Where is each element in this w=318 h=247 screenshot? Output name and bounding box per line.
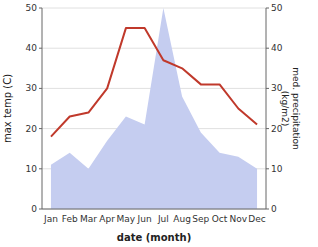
y-tick [39, 8, 42, 9]
y-tick-label: 50 [26, 3, 38, 13]
y2-tick [266, 88, 269, 89]
x-tick-label: Feb [62, 214, 78, 224]
y-tick-label: 20 [26, 124, 38, 134]
x-tick-label: Jul [157, 214, 169, 224]
x-tick-label: Oct [212, 214, 228, 224]
y2-axis-title-line: (kg/m2) [280, 91, 290, 126]
x-tick-label: Apr [99, 214, 115, 224]
y-tick-label: 0 [31, 204, 37, 214]
chart: Jan FebMarAprMayJun Jul AugSepOctNovDec 0 10 2… [0, 0, 318, 247]
x-axis-line [42, 209, 266, 210]
y2-tick [266, 48, 269, 49]
x-tick-label: Sep [192, 214, 209, 224]
y2-tick-label: 40 [271, 43, 283, 53]
grid [42, 8, 266, 209]
x-tick-label: Nov [230, 214, 248, 224]
y-tick [39, 168, 42, 169]
x-tick-label: May [117, 214, 136, 224]
x-tick-label: Mar [80, 214, 97, 224]
y2-tick-label: 0 [271, 204, 277, 214]
x-tick-label: Jan [43, 214, 58, 224]
axes: Jan FebMarAprMayJun Jul AugSepOctNovDec 0 10 2… [26, 3, 283, 224]
grid-line [42, 209, 266, 210]
grid-line [42, 8, 266, 9]
x-tick-label: Dec [248, 214, 265, 224]
x-tick-label: Jun [137, 214, 152, 224]
area [51, 8, 257, 209]
y-tick [39, 88, 42, 89]
y-axis-title: max temp (C) [2, 74, 13, 143]
y-tick [39, 128, 42, 129]
line [51, 28, 257, 137]
y2-axis-title: med. precipitation(kg/m2) [280, 67, 301, 149]
y2-tick [266, 128, 269, 129]
y-tick-label: 10 [26, 164, 38, 174]
y2-tick-label: 50 [271, 3, 283, 13]
y2-axis-line [266, 8, 267, 209]
grid-line [42, 48, 266, 49]
y2-tick [266, 209, 269, 210]
y-tick-label: 30 [26, 83, 38, 93]
y-tick [39, 209, 42, 210]
x-axis-title: date (month) [117, 232, 191, 243]
y-tick [39, 48, 42, 49]
y2-tick [266, 168, 269, 169]
y-tick-label: 40 [26, 43, 38, 53]
x-tick-label: Aug [173, 214, 191, 224]
y2-tick-label: 10 [271, 164, 283, 174]
y-axis-line [42, 8, 43, 209]
y2-tick [266, 8, 269, 9]
y2-axis-title-line: med. precipitation [291, 67, 301, 149]
plot-area [51, 8, 257, 209]
